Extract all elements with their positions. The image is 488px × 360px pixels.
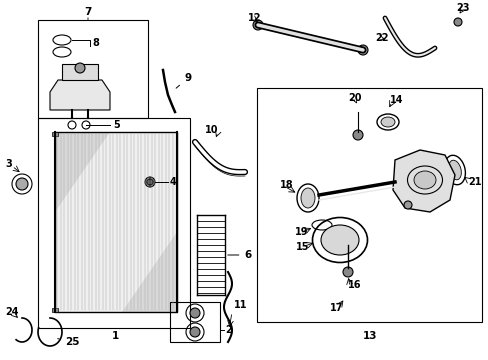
Text: 23: 23 xyxy=(455,3,468,13)
Circle shape xyxy=(75,63,85,73)
Circle shape xyxy=(357,45,367,55)
Text: 6: 6 xyxy=(227,250,251,260)
Ellipse shape xyxy=(413,171,435,189)
Text: 5: 5 xyxy=(113,120,120,130)
Bar xyxy=(52,132,58,136)
Circle shape xyxy=(252,20,263,30)
Text: 2: 2 xyxy=(224,325,231,335)
Text: 13: 13 xyxy=(362,331,376,341)
Text: 15: 15 xyxy=(295,242,309,252)
Polygon shape xyxy=(122,232,177,312)
Circle shape xyxy=(342,267,352,277)
Text: 12: 12 xyxy=(247,13,261,23)
Text: 10: 10 xyxy=(204,125,218,135)
Text: 20: 20 xyxy=(347,93,361,103)
Bar xyxy=(257,88,481,322)
Circle shape xyxy=(190,327,200,337)
Bar xyxy=(62,64,98,80)
Text: 25: 25 xyxy=(58,337,79,347)
Circle shape xyxy=(352,130,362,140)
Circle shape xyxy=(145,177,155,187)
Text: 22: 22 xyxy=(374,33,387,43)
Text: 8: 8 xyxy=(92,38,99,48)
Polygon shape xyxy=(55,132,110,212)
Text: 4: 4 xyxy=(170,177,176,187)
Ellipse shape xyxy=(380,117,394,127)
Bar xyxy=(170,302,220,342)
Text: 7: 7 xyxy=(84,7,92,17)
Bar xyxy=(55,132,177,312)
Circle shape xyxy=(403,201,411,209)
Circle shape xyxy=(190,308,200,318)
Ellipse shape xyxy=(447,160,460,180)
Bar xyxy=(38,118,190,328)
Circle shape xyxy=(16,178,28,190)
Text: 16: 16 xyxy=(347,280,361,290)
Text: 11: 11 xyxy=(234,300,247,310)
Text: 3: 3 xyxy=(5,159,12,169)
Circle shape xyxy=(453,18,461,26)
Polygon shape xyxy=(50,80,110,110)
Bar xyxy=(38,20,148,118)
Text: 14: 14 xyxy=(389,95,403,105)
Text: 19: 19 xyxy=(294,227,308,237)
Polygon shape xyxy=(392,150,454,212)
Text: 18: 18 xyxy=(280,180,293,190)
Text: 17: 17 xyxy=(329,303,343,313)
Bar xyxy=(55,132,177,312)
Circle shape xyxy=(147,179,153,185)
Text: 21: 21 xyxy=(467,177,481,187)
Text: 1: 1 xyxy=(111,331,119,341)
Bar xyxy=(52,308,58,312)
Text: 24: 24 xyxy=(5,307,19,317)
Text: 9: 9 xyxy=(176,73,191,88)
Ellipse shape xyxy=(320,225,358,255)
Ellipse shape xyxy=(301,188,314,208)
